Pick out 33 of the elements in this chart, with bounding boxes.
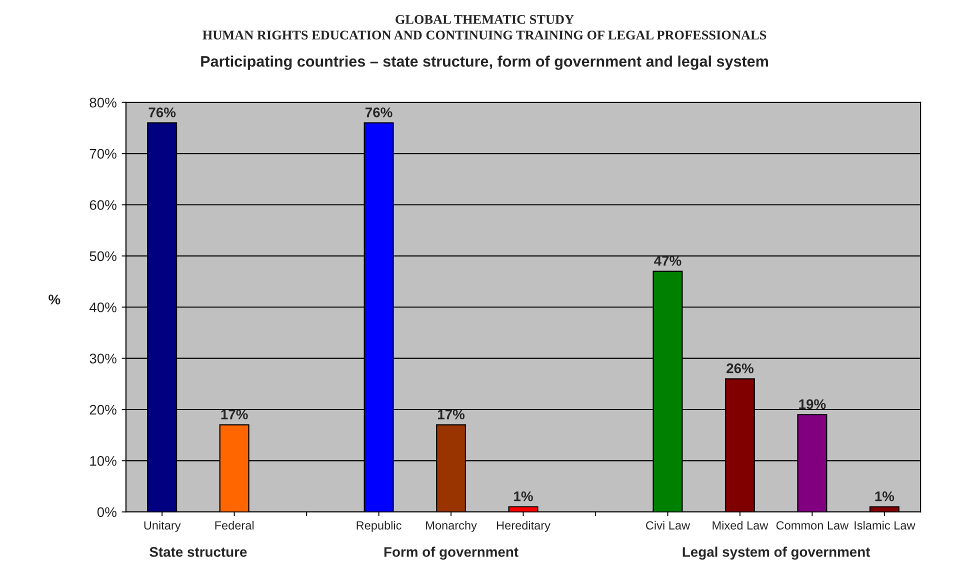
data-label: 26% bbox=[726, 363, 754, 374]
x-tick-label: Hereditary bbox=[497, 520, 550, 532]
x-tick-label: Federal bbox=[215, 520, 254, 530]
y-tick-label: 0% bbox=[97, 507, 116, 518]
x-tick-label: Islamic Law bbox=[854, 520, 916, 530]
chart-title: GLOBAL THEMATIC STUDY HUMAN RIGHTS EDUCATION AND CONTINUING TRAINING OF LEGAL PROFESSIONALS bbox=[202, 15, 766, 40]
y-tick-label: 30% bbox=[90, 354, 116, 364]
data-label: 47% bbox=[654, 256, 682, 266]
x-tick-label: Unitary bbox=[144, 520, 181, 532]
y-tick-label: 50% bbox=[90, 251, 116, 262]
data-label: 17% bbox=[438, 410, 465, 420]
data-label: 17% bbox=[221, 410, 248, 420]
data-label: 19% bbox=[799, 399, 826, 410]
data-label: 76% bbox=[365, 107, 392, 118]
y-tick-label: 20% bbox=[90, 404, 116, 415]
y-tick-label: 40% bbox=[89, 302, 116, 312]
x-tick-label: Republic bbox=[356, 520, 402, 532]
x-tick-label: Mixed Law bbox=[712, 520, 768, 530]
data-label: 1% bbox=[875, 491, 894, 502]
text: Form of government bbox=[384, 546, 518, 560]
x-tick-label: Civi Law bbox=[646, 520, 690, 530]
y-tick-label: 70% bbox=[90, 148, 116, 159]
y-tick-label: 80% bbox=[90, 98, 116, 108]
data-label: 76% bbox=[148, 107, 176, 118]
x-tick-label: Monarchy bbox=[426, 520, 477, 532]
text: State structure bbox=[150, 547, 247, 557]
y-tick-label: 60% bbox=[90, 200, 116, 210]
y-tick-label: 10% bbox=[90, 456, 116, 466]
text: Legal system of government bbox=[682, 546, 870, 560]
y-axis-title: % bbox=[48, 294, 60, 304]
chart-subtitle: Participating countries – state structure, form of government and legal system bbox=[201, 56, 768, 70]
data-label: 1% bbox=[514, 491, 533, 502]
x-tick-label: Common Law bbox=[776, 521, 849, 530]
